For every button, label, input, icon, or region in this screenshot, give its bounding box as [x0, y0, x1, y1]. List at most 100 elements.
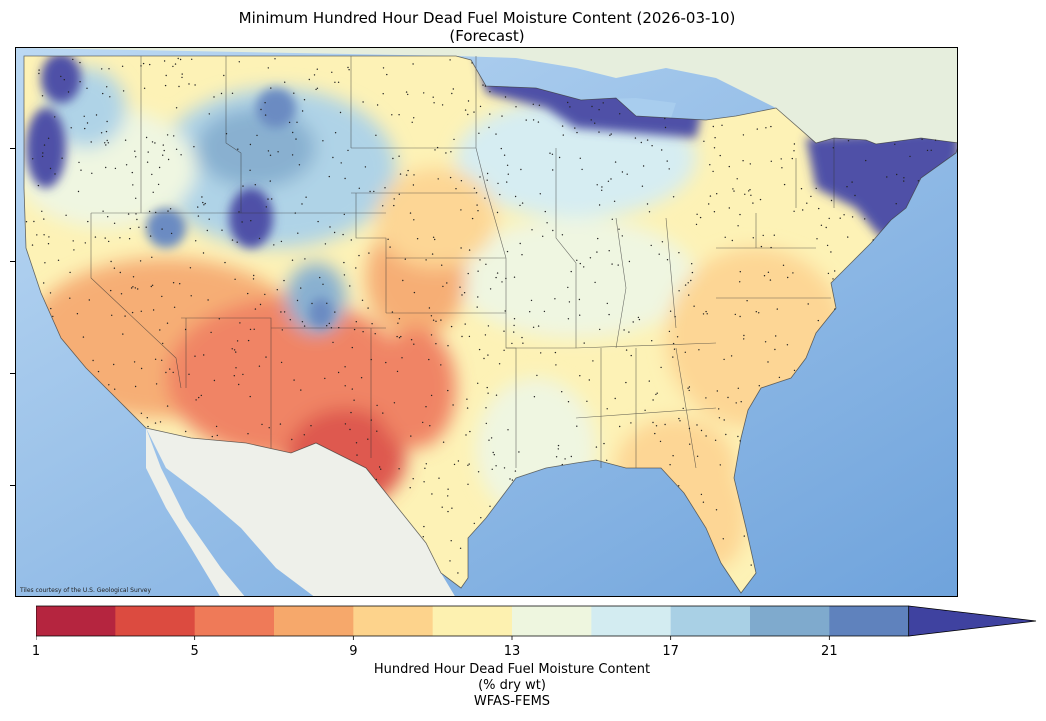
station-dot: [84, 127, 86, 130]
station-dot: [430, 394, 433, 397]
station-dot: [136, 218, 138, 221]
station-dot: [353, 399, 355, 401]
station-dot: [506, 181, 508, 183]
station-dot: [432, 236, 435, 238]
station-dot: [693, 305, 695, 307]
station-dot: [331, 71, 333, 73]
station-dot: [449, 176, 452, 179]
station-dot: [490, 437, 493, 439]
station-dot: [72, 240, 74, 242]
station-dot: [220, 92, 223, 95]
state-border: [475, 56, 507, 259]
station-dot: [557, 448, 559, 450]
map-panel[interactable]: Tiles courtesy of the U.S. Geological Su…: [15, 47, 958, 597]
station-dot: [72, 58, 74, 61]
station-dot: [501, 281, 503, 283]
station-dot: [504, 96, 507, 98]
station-dot: [344, 366, 346, 368]
station-dot: [496, 272, 499, 274]
station-dot: [297, 232, 299, 234]
station-dot: [294, 212, 296, 214]
station-dot: [303, 99, 306, 101]
station-dot: [783, 183, 786, 186]
station-dot: [142, 62, 145, 65]
station-dot: [328, 322, 330, 325]
station-dot: [166, 322, 169, 324]
station-dot: [576, 259, 578, 261]
station-dot: [54, 173, 56, 175]
station-dot: [601, 186, 603, 188]
station-dot: [579, 314, 581, 316]
station-dot: [82, 336, 85, 338]
station-dot: [172, 371, 174, 374]
station-dot: [917, 180, 920, 182]
station-dot: [847, 140, 850, 142]
station-dot: [38, 72, 40, 75]
station-dot: [165, 371, 167, 374]
station-dot: [602, 102, 604, 104]
station-dot: [742, 134, 745, 136]
station-dot: [166, 134, 169, 136]
station-dot: [412, 478, 414, 480]
station-dot: [301, 110, 304, 112]
station-dot: [793, 369, 796, 372]
station-dot: [538, 104, 541, 106]
station-dot: [147, 425, 149, 428]
station-dot: [127, 213, 130, 215]
station-dot: [349, 285, 351, 287]
station-dot: [758, 385, 760, 387]
station-dot: [749, 163, 751, 165]
station-dot: [137, 288, 139, 290]
station-dot: [145, 226, 147, 228]
station-dot: [438, 477, 440, 479]
station-dot: [832, 278, 834, 280]
station-dot: [590, 119, 592, 121]
station-dot: [161, 228, 163, 230]
station-dot: [806, 202, 808, 204]
station-dot: [449, 59, 451, 61]
station-dot: [370, 419, 372, 421]
station-dot: [735, 402, 737, 404]
station-dot: [661, 149, 663, 151]
station-dot: [41, 95, 44, 97]
station-dot: [514, 195, 517, 198]
station-dot: [154, 422, 157, 424]
station-dot: [385, 361, 387, 364]
station-dot: [399, 173, 402, 175]
station-dot: [449, 560, 451, 562]
station-dot: [105, 144, 107, 146]
station-dot: [69, 271, 71, 274]
station-dot: [479, 176, 481, 178]
station-dot: [714, 137, 716, 139]
station-dot: [328, 175, 330, 178]
station-dot: [38, 69, 40, 71]
station-dot: [731, 239, 733, 242]
station-dot: [154, 358, 157, 360]
station-dot: [316, 68, 318, 70]
station-dot: [477, 210, 479, 212]
station-dot: [492, 451, 494, 454]
station-dot: [32, 158, 34, 160]
station-dot: [231, 92, 234, 94]
y-tick: [10, 373, 15, 374]
station-dot: [489, 113, 491, 115]
station-dot: [672, 342, 675, 345]
station-dot: [413, 291, 416, 294]
station-dot: [930, 149, 932, 151]
station-dot: [269, 180, 271, 182]
station-dot: [865, 159, 867, 162]
station-dot: [525, 119, 527, 121]
station-dot: [375, 478, 378, 481]
station-dot: [355, 267, 357, 269]
station-dot: [373, 190, 375, 193]
station-dot: [25, 221, 28, 223]
station-dot: [413, 219, 415, 221]
station-dot: [598, 131, 600, 133]
station-dot: [583, 342, 585, 344]
station-dot: [113, 267, 116, 269]
station-dot: [696, 455, 699, 457]
station-dot: [106, 86, 108, 88]
station-dot: [304, 258, 306, 260]
station-dot: [440, 364, 442, 366]
colorbar: [36, 605, 1037, 640]
